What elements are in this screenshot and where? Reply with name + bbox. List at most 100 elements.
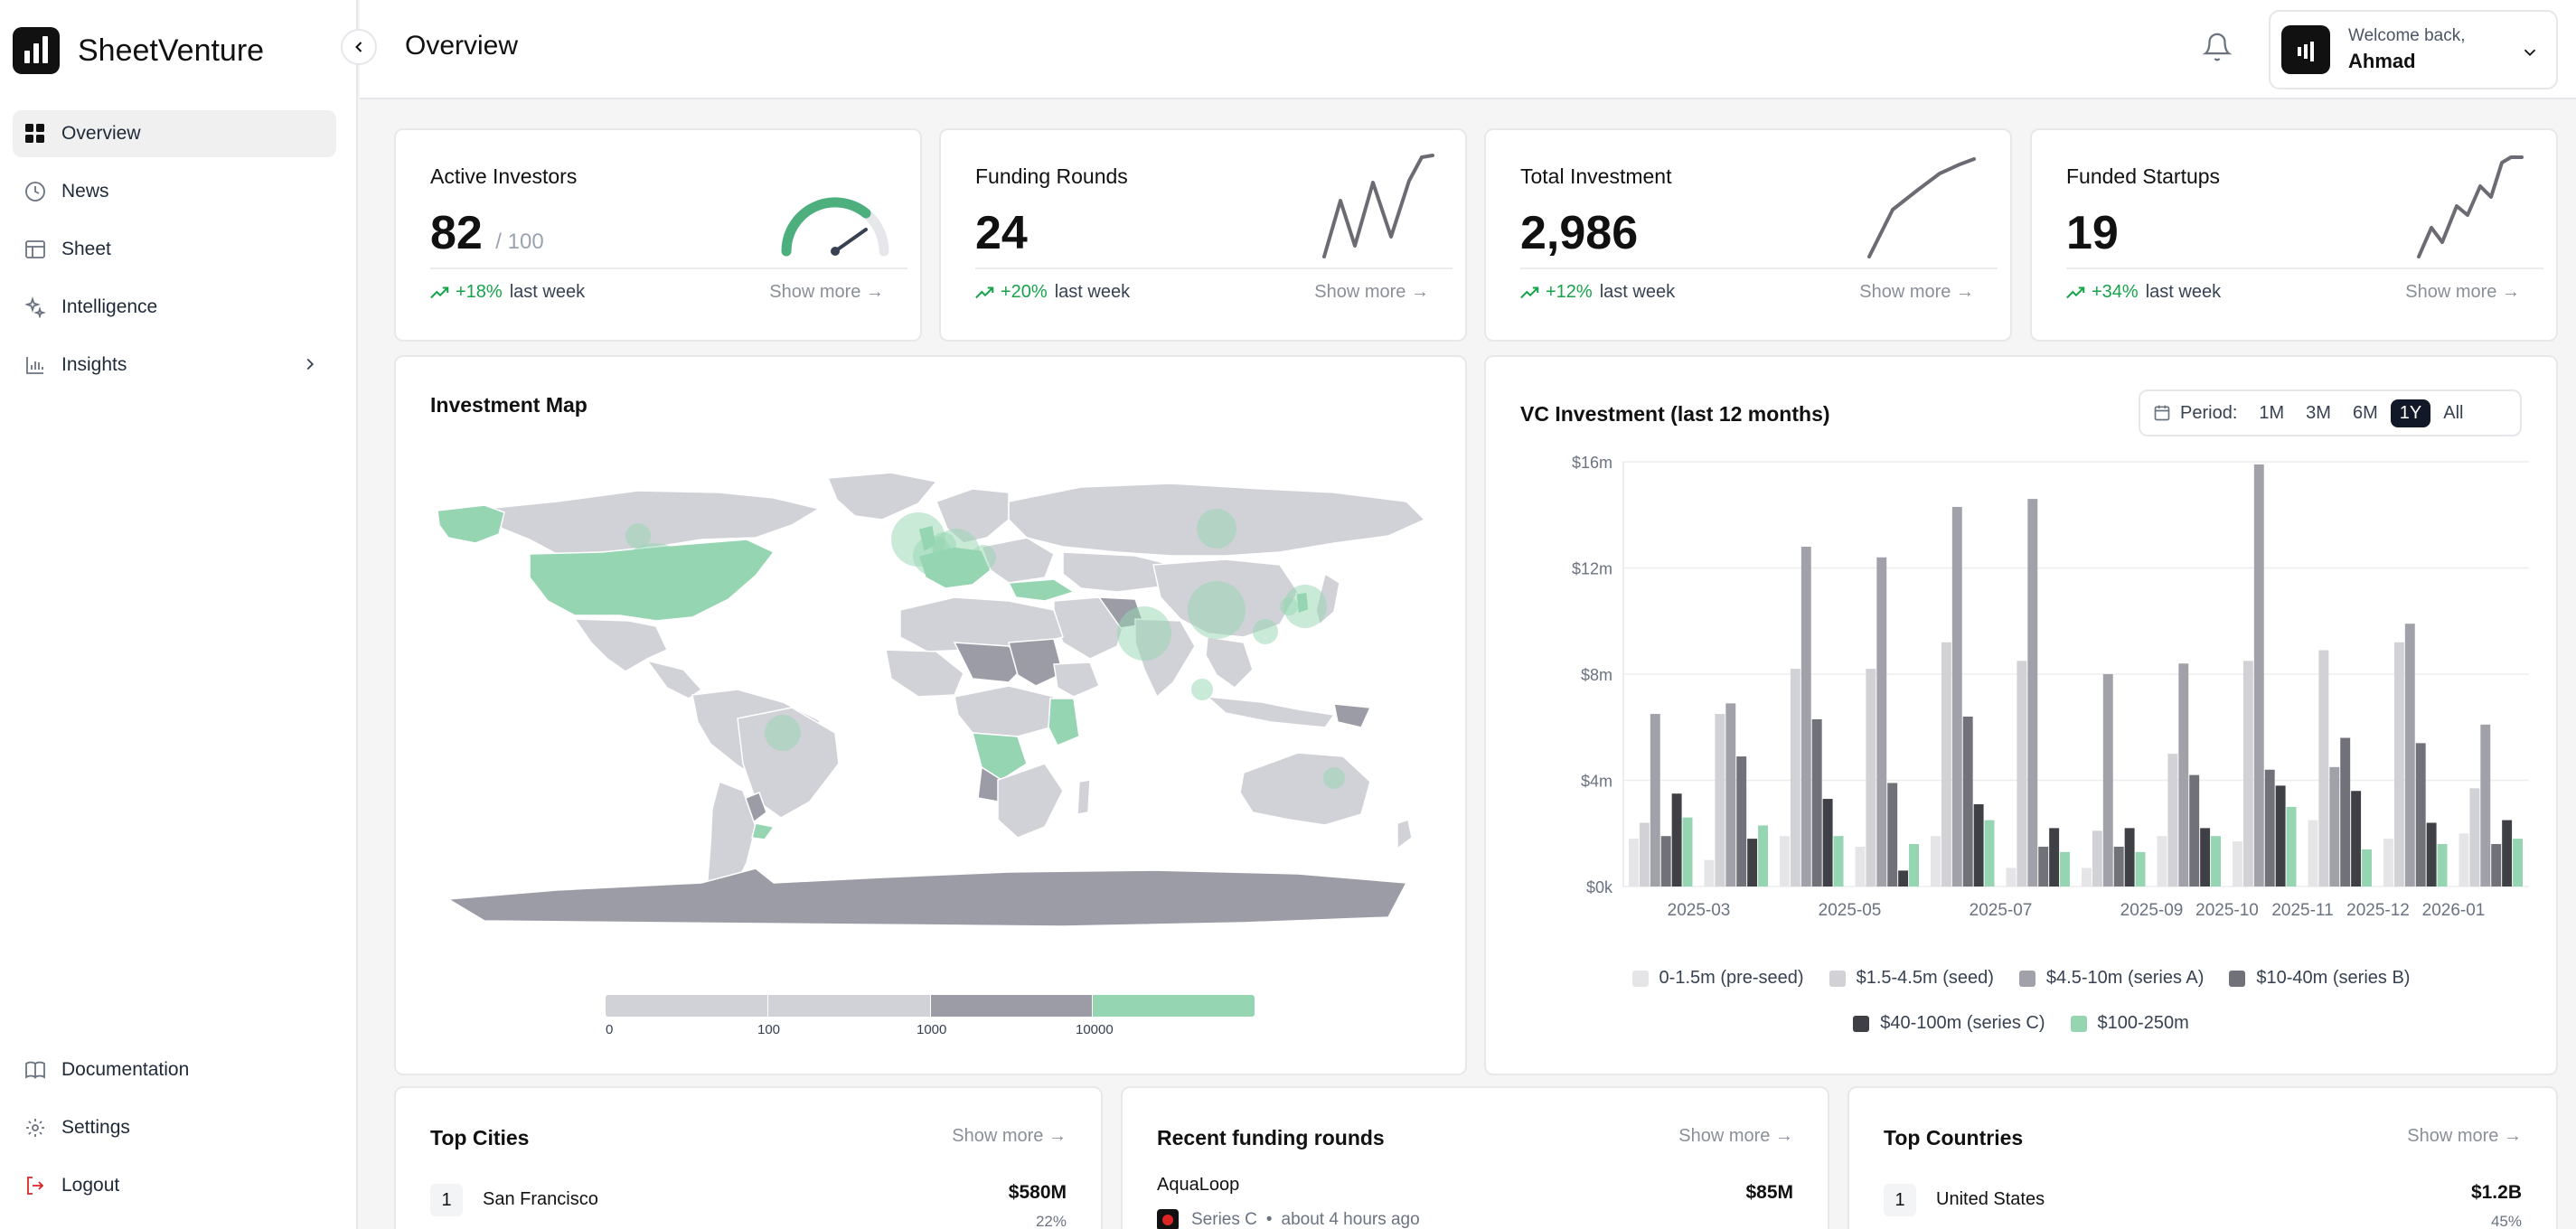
bar [2049,828,2060,887]
legend-item[interactable]: $4.5-10m (series A) [2018,968,2204,989]
investment-bubbles [613,509,1345,789]
bar [1758,825,1768,887]
sidebar-item-label: Documentation [61,1059,190,1080]
list-item[interactable]: AquaLoop Series C • about 4 hours ago $8… [1157,1175,1793,1229]
bar [2458,833,2469,887]
bar [1747,839,1758,887]
trend-up-icon [430,286,449,298]
show-more-link[interactable]: Show more → [2405,282,2520,302]
map-region-canada [483,490,821,555]
legend-item[interactable]: $40-100m (series C) [1853,1013,2045,1034]
period-option-all[interactable]: All [2443,402,2464,423]
bar [1962,717,1973,887]
legend-item[interactable]: $10-40m (series B) [2229,968,2410,989]
bar [1704,859,1715,887]
sidebar-item-news[interactable]: News [13,168,336,215]
legend-label: $10-40m (series B) [2256,968,2411,988]
map-region-congo [972,732,1028,781]
show-more-link[interactable]: Show more → [2407,1126,2522,1146]
bar [2286,806,2297,887]
show-more-link[interactable]: Show more → [1314,282,1429,302]
clock-icon [24,180,47,203]
x-tick-label: 2025-11 [2271,901,2333,920]
stat-value: 24 [975,207,1028,259]
stat-title: Funding Rounds [975,164,1128,188]
world-map[interactable] [430,465,1434,935]
show-more-link[interactable]: Show more → [952,1126,1067,1146]
period-option-3m[interactable]: 3M [2306,402,2331,423]
map-region-sudan [1008,638,1064,687]
bar [2006,868,2017,887]
sidebar-item-sheet[interactable]: Sheet [13,226,336,273]
bell-icon[interactable] [2202,31,2233,68]
company-logo [1157,1209,1179,1229]
map-region-southern-africa [997,763,1064,839]
user-menu[interactable]: Welcome back, Ahmad [2269,10,2558,89]
sidebar-item-label: Settings [61,1117,130,1138]
bar [2060,851,2070,887]
bar [2017,661,2027,887]
section-title: VC Investment (last 12 months) [1520,402,1830,426]
y-tick-label: $8m [1581,666,1612,684]
bar [1855,846,1866,887]
list-item[interactable]: 1 United States $1.2B 45% [1884,1182,2522,1229]
gear-icon [24,1116,47,1140]
map-region-turkey [1007,578,1076,602]
y-tick-label: $0k [1586,878,1613,896]
bar [2135,851,2146,887]
chart-legend-row-1: 0-1.5m (pre-seed) $1.5-4.5m (seed) $4.5-… [1486,968,2556,989]
collapse-sidebar-button[interactable] [341,29,377,65]
chevron-left-icon [355,42,362,52]
map-region-uruguay [751,822,776,840]
bar [1800,547,1811,887]
bar [1951,506,1962,887]
stat-change: +20% [1001,282,1048,302]
bar [2437,844,2448,887]
show-more-link[interactable]: Show more → [769,282,884,302]
scale-segment [767,995,931,1017]
bar [1639,822,1650,887]
map-region-ethiopia [1053,661,1100,698]
sidebar-item-documentation[interactable]: Documentation [13,1046,336,1093]
bar [1822,799,1833,887]
show-more-link[interactable]: Show more → [1859,282,1974,302]
sidebar-item-overview[interactable]: Overview [13,110,336,157]
list-item[interactable]: 1 San Francisco $580M 22% [430,1182,1067,1229]
period-option-1m[interactable]: 1M [2259,402,2285,423]
sidebar-item-intelligence[interactable]: Intelligence [13,284,336,331]
app-logo[interactable]: SheetVenture [13,27,264,74]
x-tick-label: 2026-01 [2422,901,2486,920]
show-more-link[interactable]: Show more → [1678,1126,1793,1146]
section-title: Recent funding rounds [1157,1126,1385,1149]
top-cities-card: Top Cities Show more → 1 San Francisco $… [394,1086,1103,1229]
legend-item[interactable]: $1.5-4.5m (seed) [1829,968,1994,989]
scale-label: 0 [606,1022,614,1037]
legend-swatch [1829,970,1846,987]
sidebar-item-insights[interactable]: Insights [13,342,336,389]
map-region-central-africa [954,685,1055,737]
period-option-6m[interactable]: 6M [2352,402,2378,423]
period-option-1y[interactable]: 1Y [2390,399,2431,427]
legend-item[interactable]: 0-1.5m (pre-seed) [1631,968,1804,989]
stat-period: last week [2145,282,2222,302]
bar [2242,661,2253,887]
stat-value: 19 [2066,207,2119,259]
city-name: San Francisco [483,1189,598,1209]
bar [2362,849,2372,887]
bar [1790,669,1800,887]
stat-card-total-investment: Total Investment 2,986 +12% last week Sh… [1484,128,2012,342]
bar [2211,836,2221,887]
legend-item[interactable]: $100-250m [2070,1013,2189,1034]
stat-card-active-investors: Active Investors 82 / 100 +18% last week… [394,128,922,342]
stat-period: last week [1599,282,1676,302]
stat-sub: / 100 [495,230,544,254]
legend-swatch [1631,970,1649,987]
recent-funding-rounds-card: Recent funding rounds Show more → AquaLo… [1121,1086,1829,1229]
scale-label: 100 [757,1022,781,1037]
legend-swatch [1853,1015,1870,1032]
sidebar-item-settings[interactable]: Settings [13,1104,336,1151]
legend-swatch [2018,970,2035,987]
bar [2157,836,2167,887]
bar [1780,836,1790,887]
sidebar-item-logout[interactable]: Logout [13,1162,336,1209]
